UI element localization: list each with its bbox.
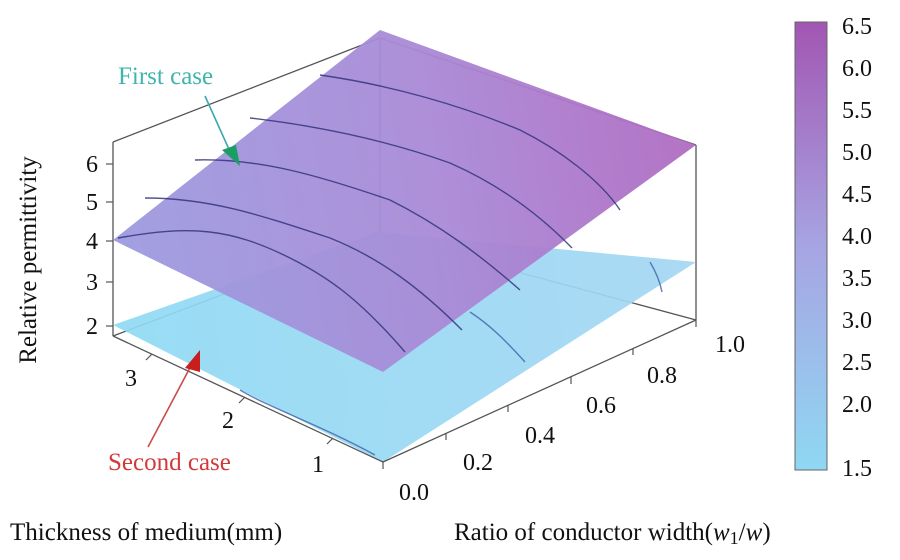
colorbar-tick-label: 6.5 (842, 14, 872, 40)
y-axis-title-sub: 1 (730, 528, 739, 548)
colorbar-gradient (794, 21, 828, 471)
z-tick-marks (106, 163, 113, 327)
box-top-left-edge (112, 37, 381, 143)
first-case-label: First case (118, 63, 213, 90)
upper-surface-group (113, 30, 696, 372)
z-tick-label: 3 (86, 270, 98, 296)
z-tick-label: 2 (86, 314, 98, 340)
second-case-label: Second case (108, 449, 231, 476)
y-tick-label: 0.8 (647, 363, 677, 389)
y-tick-label: 0.6 (586, 393, 616, 419)
z-tick-label: 5 (86, 190, 98, 216)
colorbar: 6.5 6.0 5.5 5.0 4.5 4.0 3.5 3.0 2.5 2.0 … (794, 14, 872, 482)
colorbar-tick-label: 3.5 (842, 266, 872, 292)
first-case-surface (113, 30, 696, 372)
colorbar-tick-label: 4.0 (842, 224, 872, 250)
annotation-second-case: Second case (108, 350, 231, 476)
x-tick-mark (326, 437, 334, 445)
colorbar-tick-label: 4.5 (842, 182, 872, 208)
first-case-contours (117, 74, 621, 353)
y-axis-title-suffix: ) (762, 519, 770, 546)
contour-line (194, 159, 521, 291)
first-case-arrowhead (222, 145, 240, 166)
z-tick-label: 4 (86, 229, 98, 255)
x-tick-mark (145, 353, 153, 361)
x-axis-line (112, 335, 384, 463)
contour-line (239, 389, 376, 456)
contour-line (469, 311, 526, 363)
contour-line (144, 197, 463, 331)
y-axis-title-slash: / (739, 519, 746, 546)
colorbar-tick-label: 3.0 (842, 308, 872, 334)
x-tick-marks (145, 353, 334, 445)
y-axis-title-var1: w (713, 519, 730, 546)
contour-line (649, 261, 663, 293)
x-axis-title: Thickness of medium(mm) (10, 519, 282, 546)
second-case-arrowhead (185, 350, 200, 372)
y-tick-label: 0.4 (525, 423, 555, 449)
z-tick-label: 6 (86, 152, 98, 178)
annotation-first-case: First case (118, 63, 240, 166)
x-tick-label: 3 (125, 366, 137, 392)
y-axis-line (382, 319, 697, 463)
colorbar-tick-label: 5.5 (842, 98, 872, 124)
z-axis-title: Relative permittivity (15, 156, 42, 364)
colorbar-tick-label: 6.0 (842, 56, 872, 82)
y-tick-label: 0.2 (463, 450, 493, 476)
z-axis: 2 3 4 5 6 Relative permittivity (15, 152, 113, 364)
y-axis-title: Ratio of conductor width(w1/w) (454, 519, 771, 548)
colorbar-tick-label: 1.5 (842, 456, 872, 482)
y-axis-title-prefix: Ratio of conductor width( (454, 519, 713, 546)
y-axis-title-var2: w (746, 519, 763, 546)
second-case-contours (239, 261, 663, 456)
y-axis: 0.0 0.2 0.4 0.6 0.8 1.0 Ratio of conduct… (382, 320, 771, 548)
front-floor-edges (112, 319, 697, 463)
y-tick-label: 0.0 (399, 480, 429, 506)
x-tick-label: 1 (312, 452, 324, 478)
contour-line (319, 74, 621, 211)
contour-line (249, 117, 573, 249)
x-tick-mark (238, 396, 246, 404)
colorbar-tick-label: 2.0 (842, 392, 872, 418)
colorbar-tick-label: 2.5 (842, 350, 872, 376)
y-tick-label: 1.0 (715, 332, 745, 358)
x-axis: 1 2 3 Thickness of medium(mm) (10, 353, 334, 546)
colorbar-tick-label: 5.0 (842, 140, 872, 166)
first-case-arrow-line (204, 95, 233, 157)
second-case-arrow-line (147, 361, 194, 448)
x-tick-label: 2 (222, 408, 234, 434)
y-tick-marks (382, 320, 697, 469)
contour-line (117, 229, 406, 353)
